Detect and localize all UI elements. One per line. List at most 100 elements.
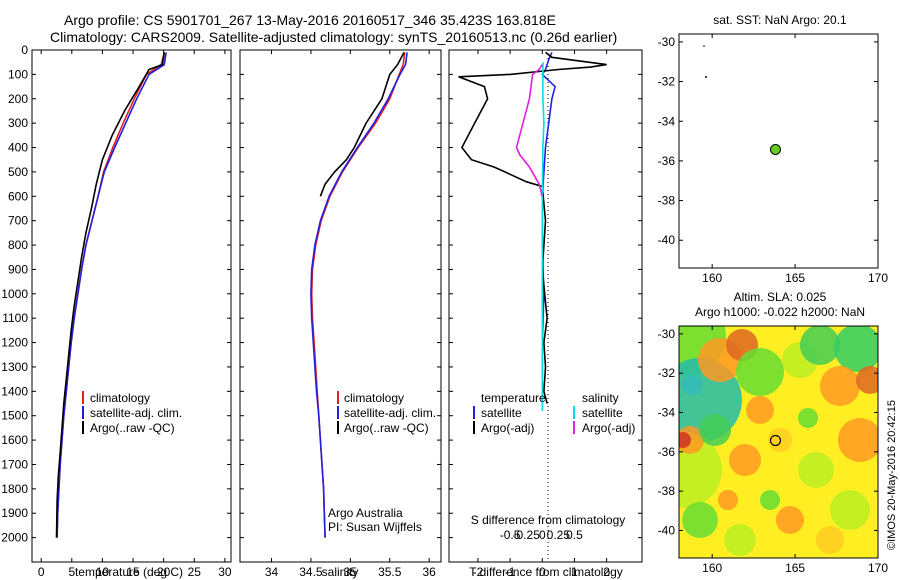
depth-tick-label: 1700: [1, 457, 28, 471]
lat-tick-label: -32: [658, 75, 676, 89]
sla-texture-patch: [800, 326, 840, 365]
legend-label: Argo(..raw -QC): [90, 421, 175, 435]
depth-tick-label: 400: [8, 141, 28, 155]
series-line-satellite-adj-clim-: [56, 52, 167, 538]
lat-tick-label: -34: [658, 114, 676, 128]
s-difference-label: S difference from climatology: [471, 513, 626, 527]
x-tick-label: 34.5: [299, 565, 323, 579]
lon-tick-label: 160: [702, 271, 722, 285]
sla-texture-patch: [834, 326, 878, 372]
s-tick-label: 0.5: [566, 528, 583, 542]
legend-label: Argo(-adj): [582, 421, 635, 435]
lon-tick-label: 170: [868, 271, 888, 285]
lat-tick-label: -38: [658, 484, 676, 498]
sla-heatmap: [679, 326, 878, 558]
depth-tick-label: 200: [8, 92, 28, 106]
x-tick-label: 36: [422, 565, 436, 579]
legend-label: Argo(..raw -QC): [344, 421, 429, 435]
difference-panel: -2 -1 0 1 2 temperature satellite Argo(-adj)…: [448, 49, 643, 579]
lat-tick-label: -36: [658, 445, 676, 459]
lat-tick-label: -38: [658, 194, 676, 208]
lat-tick-label: -32: [658, 366, 676, 380]
sla-map-panel: Altim. SLA: 0.025 Argo h1000: -0.022 h20…: [658, 290, 889, 575]
x-tick-label: 15: [126, 565, 140, 579]
s-tick-label: -0.25: [513, 528, 541, 542]
x-tick-label: -2: [473, 565, 484, 579]
sla-texture-patch: [798, 452, 834, 488]
legend-label: climatology: [90, 391, 150, 405]
sla-texture-patch: [679, 432, 691, 448]
sla-texture-patch: [729, 444, 761, 476]
series-line-salinity-satellite: [541, 62, 545, 411]
sla-texture-patch: [736, 348, 784, 396]
lon-tick-label: 165: [785, 561, 805, 575]
depth-tick-label: 1500: [1, 409, 28, 423]
temperature-xlabel: temperature (deg C): [75, 565, 183, 579]
s-tick-label: 0: [539, 528, 546, 542]
x-tick-label: -1: [505, 565, 516, 579]
profile-title: Argo profile: CS 5901701_267 13-May-2016…: [64, 12, 556, 28]
lat-tick-label: -30: [658, 327, 676, 341]
series-line-argo-raw-qc-: [319, 52, 405, 197]
float-position-marker: [769, 143, 781, 155]
depth-tick-label: 1200: [1, 336, 28, 350]
depth-tick-label: 600: [8, 189, 28, 203]
depth-tick-label: 1800: [1, 482, 28, 496]
series-line-temperature-argo-adj-: [458, 51, 607, 404]
sla-title-line2: Argo h1000: -0.022 h2000: NaN: [695, 305, 865, 319]
s-tick-label: -0.5: [500, 528, 521, 542]
x-tick-label: 0: [38, 565, 45, 579]
x-tick-label: 10: [96, 565, 110, 579]
sla-texture-patch: [682, 502, 718, 538]
depth-tick-label: 1300: [1, 360, 28, 374]
sla-texture-patch: [760, 490, 780, 510]
depth-tick-label: 1000: [1, 287, 28, 301]
x-tick-label: 2: [603, 565, 610, 579]
temperature-axes: [31, 49, 232, 563]
sla-texture-patch: [682, 375, 702, 395]
depth-tick-label: 700: [8, 214, 28, 228]
sla-texture-patch: [856, 366, 878, 394]
sla-texture-patch: [746, 396, 774, 424]
legend-label: Argo(-adj): [481, 421, 534, 435]
depth-tick-label: 300: [8, 116, 28, 130]
legend-title-temperature: temperature: [481, 391, 546, 405]
lon-tick-label: 165: [785, 271, 805, 285]
lat-tick-label: -36: [658, 154, 676, 168]
legend-label: satellite: [582, 406, 623, 420]
sla-texture-patch: [798, 408, 818, 428]
depth-tick-label: 2000: [1, 531, 28, 545]
depth-tick-label: 100: [8, 67, 28, 81]
lon-tick-label: 160: [702, 561, 722, 575]
depth-tick-label: 1400: [1, 384, 28, 398]
legend-label: satellite-adj. clim.: [344, 406, 436, 420]
sla-map-axes: [678, 325, 879, 559]
legend-title-salinity: salinity: [582, 391, 619, 405]
x-tick-label: 1: [571, 565, 578, 579]
x-tick-label: 34: [265, 565, 279, 579]
lat-tick-label: -34: [658, 406, 676, 420]
depth-tick-label: 1600: [1, 433, 28, 447]
temperature-panel: 0100200300400500600700800900100011001200…: [1, 43, 232, 579]
depth-tick-label: 0: [21, 43, 28, 57]
legend-label: climatology: [344, 391, 404, 405]
legend-label: satellite: [481, 406, 522, 420]
sla-title-line1: Altim. SLA: 0.025: [734, 290, 827, 304]
s-tick-label: 0.25: [547, 528, 571, 542]
coast-dot: [705, 76, 707, 78]
climatology-title: Climatology: CARS2009. Satellite-adjuste…: [50, 29, 618, 45]
sla-texture-patch: [724, 524, 756, 556]
depth-tick-label: 900: [8, 262, 28, 276]
x-tick-label: 35.5: [378, 565, 402, 579]
owner-label: Argo Australia: [328, 506, 403, 520]
t-difference-xlabel: T difference from climatology: [469, 565, 623, 579]
series-line-salinity-argo-adj-: [515, 64, 544, 197]
series-line-argo-raw-qc-: [55, 52, 166, 538]
salinity-axes: [239, 49, 442, 563]
sla-texture-patch: [830, 490, 870, 530]
salinity-xlabel: salinity: [322, 565, 359, 579]
salinity-panel: 34 34.5 35 35.5 36 climatology satellite-adj…: [239, 49, 442, 579]
depth-tick-label: 1100: [2, 311, 28, 325]
depth-tick-label: 500: [8, 165, 28, 179]
